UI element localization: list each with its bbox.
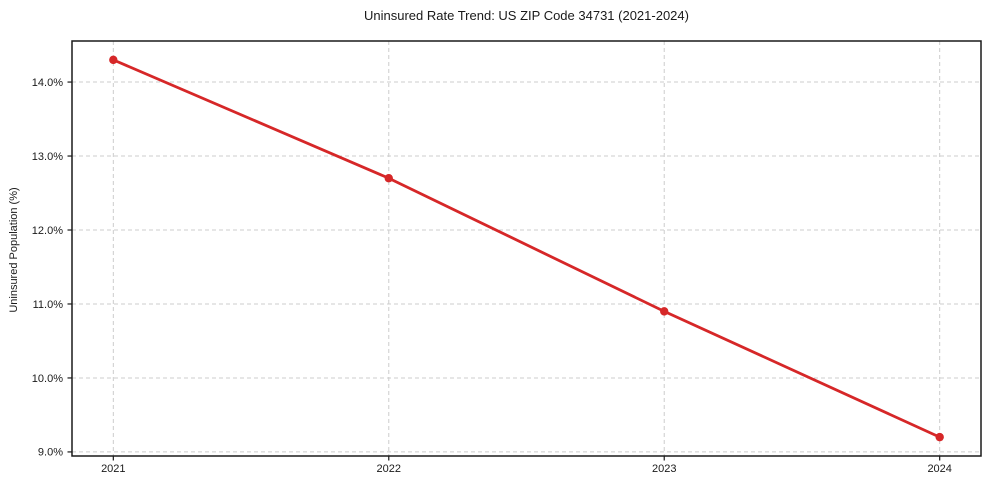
- data-point-marker: [384, 174, 393, 183]
- y-tick-label: 12.0%: [32, 225, 63, 237]
- y-tick-label: 9.0%: [38, 447, 63, 459]
- plot-border: [71, 40, 982, 457]
- y-tick-label: 11.0%: [33, 299, 64, 311]
- x-tick-label: 2023: [652, 463, 676, 475]
- trend-line: [111, 58, 942, 439]
- y-tick-label: 10.0%: [32, 373, 63, 385]
- x-tick-label: 2024: [927, 463, 951, 475]
- x-tick-label: 2022: [377, 463, 401, 475]
- y-tick-label: 14.0%: [32, 77, 63, 89]
- x-tick-label: 2021: [101, 463, 125, 475]
- y-tick-label: 13.0%: [32, 151, 63, 163]
- data-point-marker: [935, 432, 944, 442]
- chart-title: Uninsured Rate Trend: US ZIP Code 34731 …: [364, 8, 689, 23]
- data-point-marker: [109, 55, 118, 65]
- data-point-marker: [660, 307, 669, 316]
